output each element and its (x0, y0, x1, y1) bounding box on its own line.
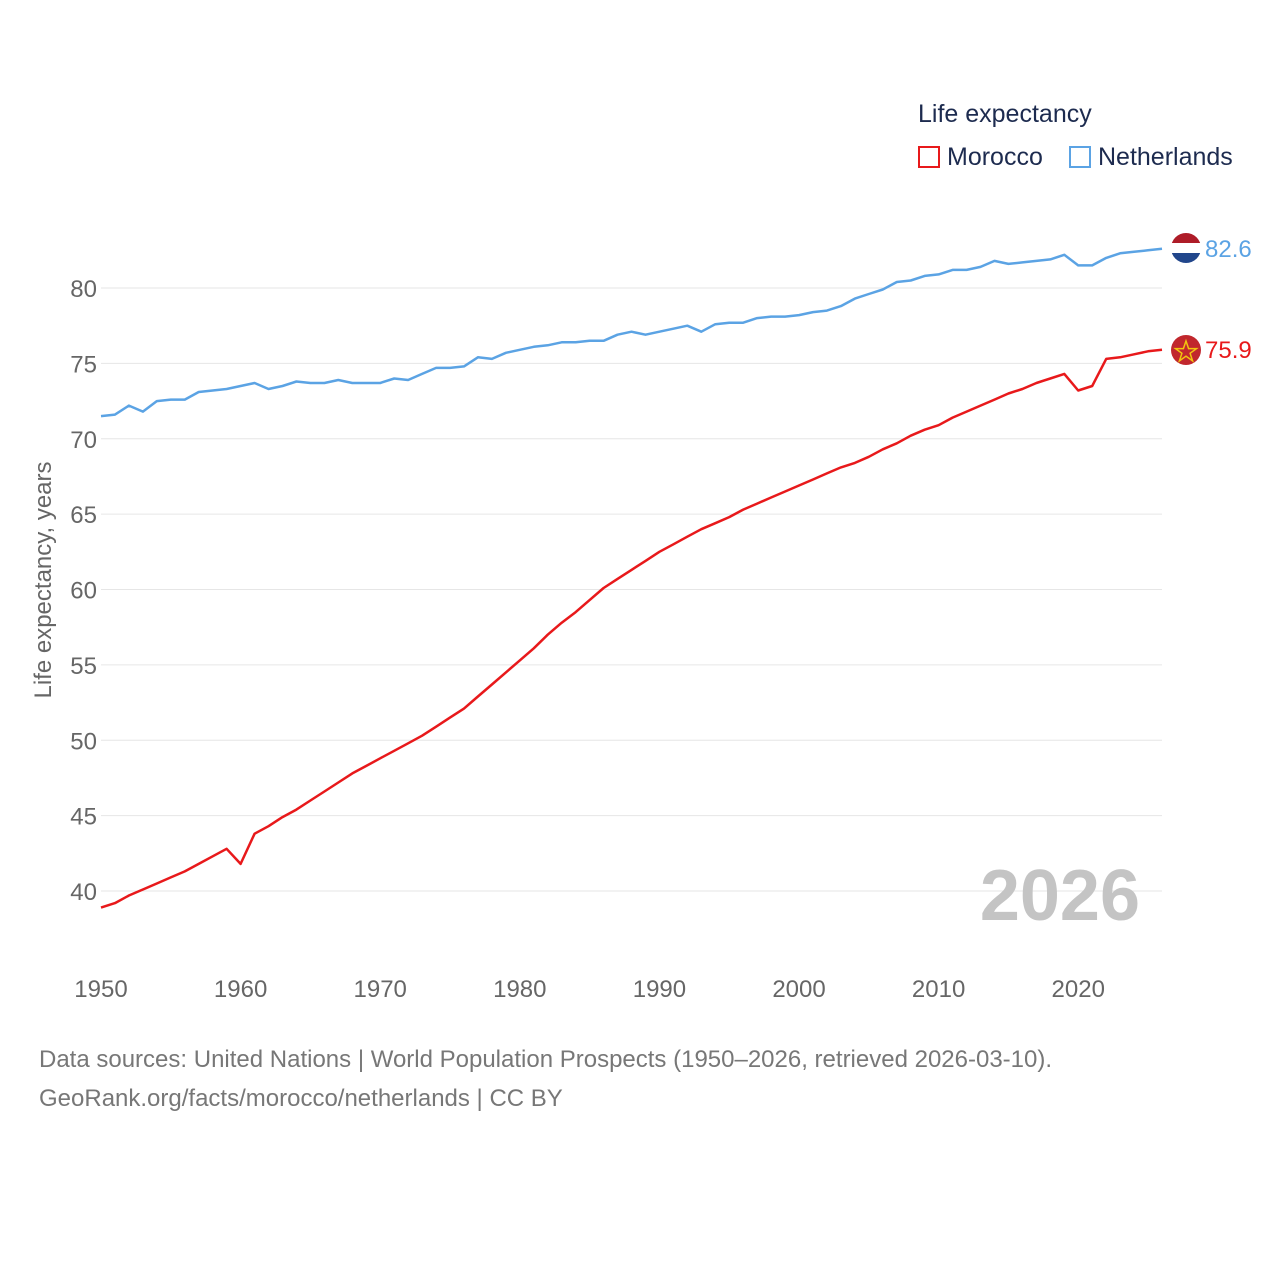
series-lines (100, 247, 1163, 909)
y-tick-label: 50 (70, 728, 97, 755)
legend-swatch-netherlands (1069, 146, 1091, 168)
source-line-2[interactable]: GeoRank.org/facts/morocco/netherlands | … (39, 1085, 563, 1112)
legend-item-netherlands[interactable]: Netherlands (1069, 142, 1233, 172)
series-line-netherlands (100, 247, 1163, 418)
y-tick-label: 65 (70, 502, 97, 529)
y-tick-label: 45 (70, 804, 97, 831)
y-tick-label: 60 (70, 578, 97, 605)
legend-item-morocco[interactable]: Morocco (918, 142, 1043, 172)
y-tick-label: 40 (70, 879, 97, 906)
end-label-netherlands: 82.6 (1205, 236, 1252, 263)
y-axis-label: Life expectancy, years (30, 461, 57, 698)
end-value-labels: 75.9 82.6 (1205, 236, 1252, 364)
x-tick-label: 2020 (1052, 976, 1105, 1003)
morocco-flag-icon (1171, 335, 1201, 365)
netherlands-flag-icon (1171, 233, 1201, 263)
y-axis-ticks: 40 45 50 55 60 65 70 75 80 (70, 276, 97, 906)
gridlines (101, 287, 1162, 892)
x-tick-label: 1960 (214, 976, 267, 1003)
end-label-morocco: 75.9 (1205, 337, 1252, 364)
legend-label-netherlands: Netherlands (1098, 142, 1233, 171)
x-tick-label: 1980 (493, 976, 546, 1003)
current-year-watermark: 2026 (980, 856, 1140, 936)
x-tick-label: 2010 (912, 976, 965, 1003)
x-tick-label: 1970 (354, 976, 407, 1003)
x-axis-ticks: 1950 1960 1970 1980 1990 2000 2010 2020 (74, 976, 1105, 1003)
y-tick-label: 55 (70, 653, 97, 680)
y-tick-label: 75 (70, 351, 97, 378)
y-tick-label: 80 (70, 276, 97, 303)
x-tick-label: 1950 (74, 976, 127, 1003)
y-tick-label: 70 (70, 427, 97, 454)
source-line-1: Data sources: United Nations | World Pop… (39, 1046, 1053, 1073)
legend-title: Life expectancy (918, 100, 1092, 128)
x-tick-label: 2000 (772, 976, 825, 1003)
legend-label-morocco: Morocco (947, 142, 1043, 171)
legend-swatch-morocco (918, 146, 940, 168)
series-line-morocco (100, 348, 1163, 909)
x-tick-label: 1990 (633, 976, 686, 1003)
